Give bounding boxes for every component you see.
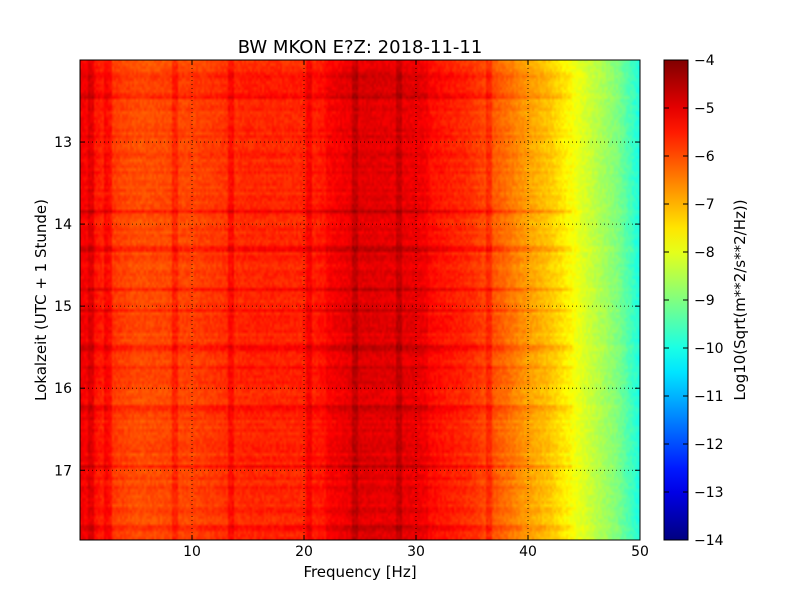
colorbar-tick-label: −7 — [694, 197, 715, 213]
y-axis-label: Lokalzeit (UTC + 1 Stunde) — [32, 199, 50, 401]
colorbar-tick-label: −12 — [694, 437, 724, 453]
colorbar-tick-label: −8 — [694, 245, 715, 261]
x-tick-label: 50 — [631, 544, 649, 560]
y-tick-label: 17 — [54, 463, 72, 479]
spectrogram-image — [80, 60, 640, 540]
y-tick-label: 15 — [54, 299, 72, 315]
x-axis-label: Frequency [Hz] — [303, 563, 416, 581]
x-tick-label: 40 — [519, 544, 537, 560]
colorbar-tick-label: −5 — [694, 101, 715, 117]
colorbar-tick-label: −11 — [694, 389, 724, 405]
plot-frame — [79, 59, 641, 541]
colorbar-tick-label: −13 — [694, 485, 724, 501]
x-tick-label: 10 — [183, 544, 201, 560]
chart-title: BW MKON E?Z: 2018-11-11 — [238, 37, 483, 58]
colorbar-tick-label: −14 — [694, 533, 724, 549]
colorbar-tick-label: −10 — [694, 341, 724, 357]
colorbar-label: Log10(Sqrt(m**2/s**2/Hz)) — [731, 199, 749, 400]
plot-area: 10 20 30 40 50 13 14 15 16 17 — [54, 59, 649, 560]
colorbar-tick-label: −4 — [694, 53, 715, 69]
colorbar: −4 −5 −6 −7 −8 −9 −10 −11 −12 −13 −14 — [663, 53, 724, 549]
x-tick-label: 20 — [295, 544, 313, 560]
colorbar-tick-label: −6 — [694, 149, 715, 165]
y-tick-label: 13 — [54, 135, 72, 151]
x-tick-label: 30 — [407, 544, 425, 560]
y-tick-label: 16 — [54, 381, 72, 397]
y-tick-label: 14 — [54, 217, 72, 233]
colorbar-tick-label: −9 — [694, 293, 715, 309]
